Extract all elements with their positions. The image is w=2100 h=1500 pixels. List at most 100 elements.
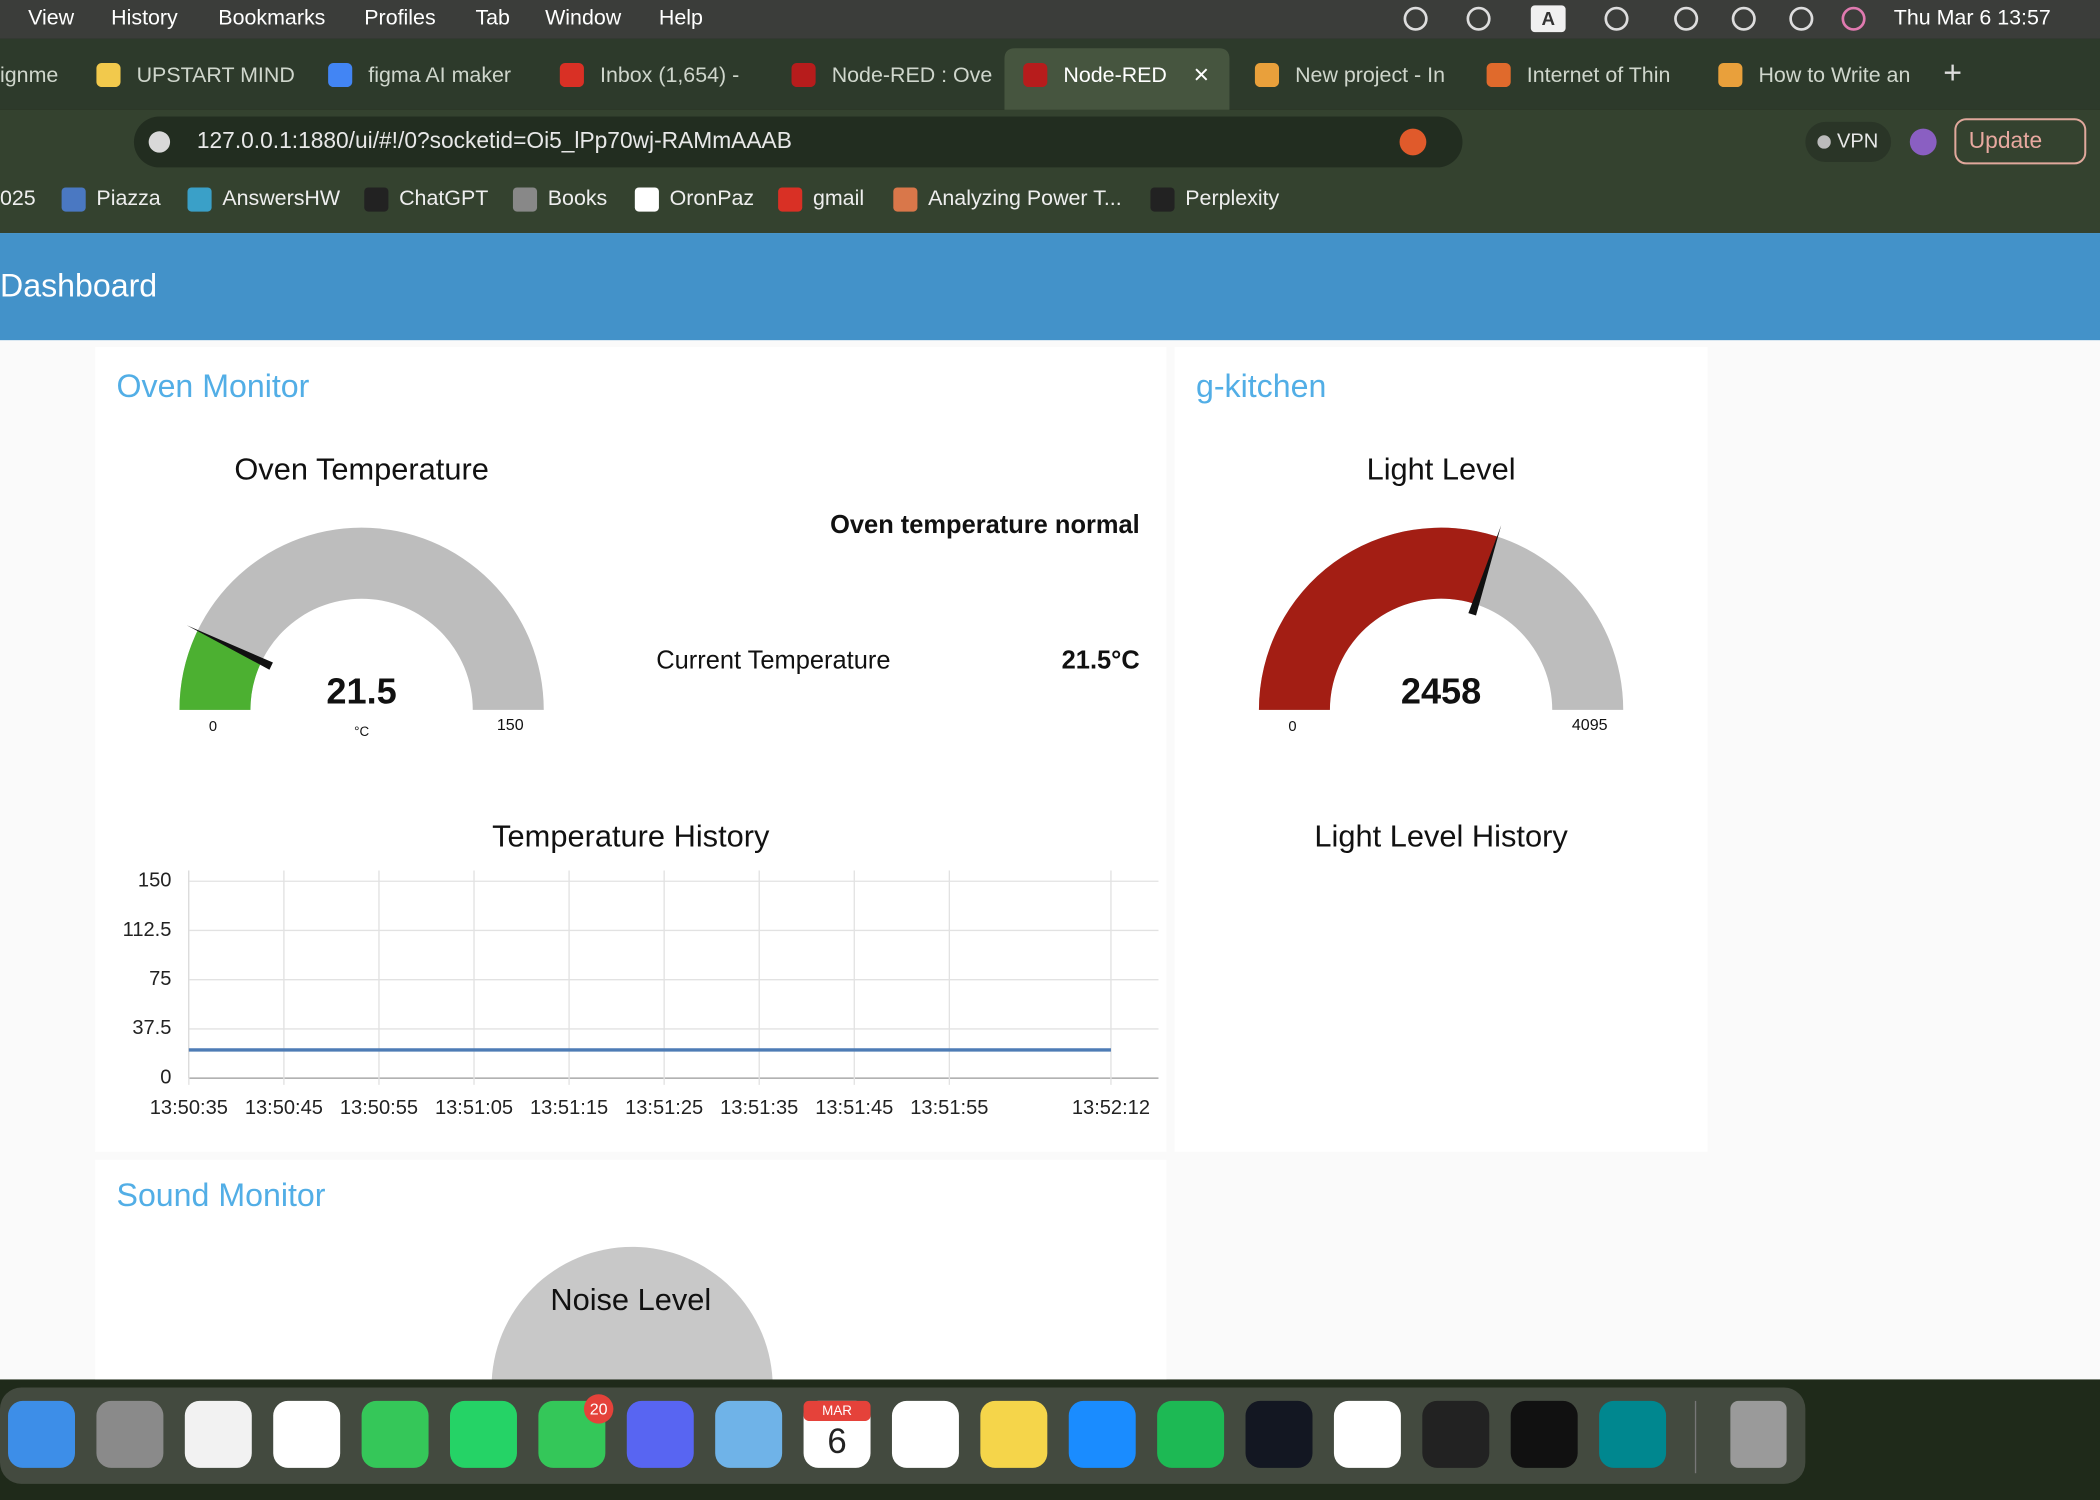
dock-icon[interactable] xyxy=(184,1400,252,1468)
tab-icon[interactable] xyxy=(328,62,353,88)
group-title: g-kitchen xyxy=(1196,368,1326,404)
dock-icon[interactable] xyxy=(96,1400,164,1468)
menu-item[interactable]: Profiles xyxy=(364,5,435,29)
profile-icon[interactable] xyxy=(1909,128,1937,156)
x-tick-label: 13:51:35 xyxy=(720,1097,798,1119)
dock-icon[interactable] xyxy=(1599,1400,1667,1468)
bookmark-icon[interactable] xyxy=(634,187,659,212)
oven-card xyxy=(95,346,1167,1152)
status-icon[interactable] xyxy=(1604,6,1629,31)
tab-icon[interactable] xyxy=(791,62,816,88)
status-icon[interactable] xyxy=(1466,6,1491,31)
bookmark[interactable]: ChatGPT xyxy=(399,186,488,210)
tab-icon[interactable] xyxy=(1486,62,1511,88)
clock[interactable]: Thu Mar 6 13:57 xyxy=(1894,5,2051,29)
dock-icon[interactable] xyxy=(361,1400,429,1468)
y-tick-label: 75 xyxy=(149,968,171,990)
tab-icon[interactable] xyxy=(1023,62,1048,88)
tab-title[interactable]: UPSTART MIND xyxy=(137,63,295,87)
url-text[interactable]: 127.0.0.1:1880/ui/#!/0?socketid=Oi5_lPp7… xyxy=(197,127,792,153)
status-icon[interactable] xyxy=(1731,6,1756,31)
kitchen-card xyxy=(1174,346,1708,1152)
menu-item[interactable]: Tab xyxy=(475,5,510,29)
bookmark-icon[interactable] xyxy=(512,187,538,212)
bookmark-icon[interactable] xyxy=(778,187,803,212)
tab-title[interactable]: figma AI maker xyxy=(368,63,511,87)
dock-icon[interactable] xyxy=(1068,1400,1136,1468)
tab-title[interactable]: Internet of Thin xyxy=(1527,63,1671,87)
gauge-track xyxy=(179,527,544,710)
input-source-box[interactable] xyxy=(1530,5,1566,33)
dock-icon[interactable] xyxy=(8,1400,76,1468)
menu-item[interactable]: Help xyxy=(659,5,703,29)
status-icon[interactable] xyxy=(1789,6,1814,31)
bookmark[interactable]: Perplexity xyxy=(1185,186,1279,210)
input-source[interactable]: A xyxy=(1541,8,1555,29)
dock-icon[interactable] xyxy=(273,1400,341,1468)
info-icon[interactable] xyxy=(148,131,171,153)
badge-count: 20 xyxy=(590,1401,608,1419)
x-tick-label: 13:50:45 xyxy=(245,1097,323,1119)
gauge-max: 4095 xyxy=(1572,716,1608,734)
new-tab[interactable]: + xyxy=(1943,54,1962,90)
dock-icon[interactable] xyxy=(450,1400,517,1468)
tab-close[interactable]: × xyxy=(1194,59,1210,89)
bookmark[interactable]: gmail xyxy=(813,186,864,210)
tab-title[interactable]: ignme xyxy=(0,63,58,87)
bookmark[interactable]: 025 xyxy=(0,186,36,210)
bookmark[interactable]: Books xyxy=(548,186,608,210)
dock-icon[interactable] xyxy=(626,1400,694,1468)
tab-icon[interactable] xyxy=(96,62,121,88)
update-label[interactable]: Update xyxy=(1969,127,2042,153)
tab-icon[interactable] xyxy=(559,62,584,88)
dock-icon[interactable] xyxy=(1730,1400,1787,1468)
status-icon[interactable] xyxy=(1841,6,1866,31)
dock-icon[interactable] xyxy=(1510,1400,1578,1468)
tab-title[interactable]: New project - In xyxy=(1295,63,1445,87)
bookmark-icon[interactable] xyxy=(1150,187,1175,212)
menu-item[interactable]: Window xyxy=(545,5,622,29)
group-title: Oven Monitor xyxy=(117,368,310,404)
brave-shield[interactable] xyxy=(1399,128,1427,156)
tab-icon[interactable] xyxy=(1254,62,1280,88)
dock-icon[interactable] xyxy=(1333,1400,1401,1468)
vpn-dot xyxy=(1817,135,1831,149)
tab-title[interactable]: Inbox (1,654) - xyxy=(600,63,739,87)
bookmark[interactable]: AnswersHW xyxy=(222,186,341,210)
y-tick-label: 150 xyxy=(138,870,172,892)
dock-icon[interactable] xyxy=(1245,1400,1313,1468)
dock-icon[interactable] xyxy=(1157,1400,1225,1468)
tab-title[interactable]: How to Write an xyxy=(1758,63,1910,87)
gauge-needle xyxy=(1468,525,1502,616)
bookmark-icon[interactable] xyxy=(187,187,212,212)
dock-icon[interactable] xyxy=(715,1400,783,1468)
tab-icon[interactable] xyxy=(1718,62,1743,88)
dock-icon[interactable] xyxy=(980,1400,1048,1468)
vpn-label[interactable]: VPN xyxy=(1837,130,1878,152)
bookmark[interactable]: OronPaz xyxy=(670,186,754,210)
tab-title[interactable]: Node-RED : Ove xyxy=(832,63,993,87)
dock-icon[interactable] xyxy=(891,1400,959,1468)
menu-item[interactable]: History xyxy=(111,5,178,29)
bookmark-icon[interactable] xyxy=(893,187,918,212)
bookmark[interactable]: Analyzing Power T... xyxy=(928,186,1122,210)
chart-title: Temperature History xyxy=(492,819,770,854)
bookmark-icon[interactable] xyxy=(61,187,86,212)
menu-item[interactable]: View xyxy=(28,5,75,29)
x-tick-label: 13:51:45 xyxy=(815,1097,893,1119)
dock-icon[interactable] xyxy=(1422,1400,1490,1468)
bookmark[interactable]: Piazza xyxy=(96,186,160,210)
status-icon[interactable] xyxy=(1674,6,1699,31)
gauge-min: 0 xyxy=(1288,719,1296,735)
bookmark-icon[interactable] xyxy=(364,187,389,212)
gauge-max: 150 xyxy=(497,716,524,734)
gauge-fill xyxy=(179,630,262,710)
url-field[interactable] xyxy=(133,116,1463,168)
status-icon[interactable] xyxy=(1403,6,1428,31)
update-button[interactable] xyxy=(1954,118,2087,165)
tab-title[interactable]: Node-RED xyxy=(1063,63,1167,87)
menu-bar xyxy=(0,0,2100,39)
menu-item[interactable]: Bookmarks xyxy=(218,5,325,29)
vpn-pill[interactable] xyxy=(1805,121,1892,163)
x-tick-label: 13:51:55 xyxy=(910,1097,988,1119)
